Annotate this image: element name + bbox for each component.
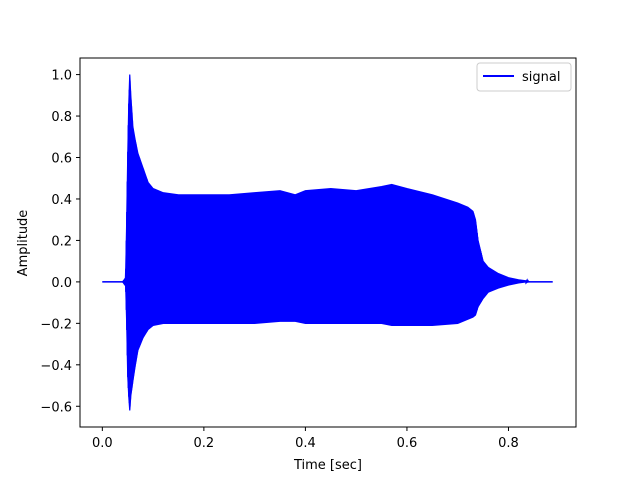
legend-signal-label: signal [522, 70, 560, 85]
y-tick-label: 0.0 [51, 276, 72, 291]
y-axis-ticks: −0.6 −0.4 −0.2 0.0 0.2 0.4 0.6 0.8 1.0 [40, 69, 80, 415]
x-tick-label: 0.6 [397, 436, 418, 451]
y-axis-label: Amplitude [16, 210, 31, 277]
x-tick-label: 0.0 [92, 436, 113, 451]
y-tick-label: 0.4 [51, 193, 72, 208]
x-axis-label: Time [sec] [293, 458, 362, 473]
y-tick-label: −0.4 [40, 359, 72, 374]
legend: signal [476, 62, 572, 92]
legend-box [476, 62, 572, 92]
y-tick-label: −0.6 [40, 400, 72, 415]
series-signal-line [102, 80, 553, 407]
y-tick-label: 1.0 [51, 69, 72, 84]
plot-frame [79, 57, 577, 428]
x-tick-label: 0.8 [498, 436, 519, 451]
x-axis-ticks: 0.0 0.2 0.4 0.6 0.8 [92, 427, 519, 451]
y-tick-label: 0.6 [51, 152, 72, 167]
x-tick-label: 0.4 [295, 436, 316, 451]
series-layer [102, 74, 553, 411]
y-tick-label: 0.8 [51, 110, 72, 125]
x-tick-label: 0.2 [194, 436, 215, 451]
y-tick-label: −0.2 [40, 317, 72, 332]
y-tick-label: 0.2 [51, 234, 72, 249]
